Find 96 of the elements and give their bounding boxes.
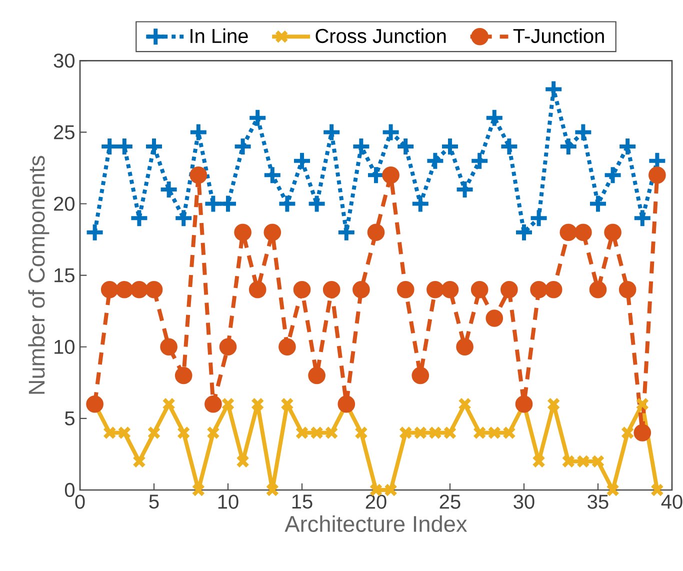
point xyxy=(132,454,146,468)
y-tick-label: 10 xyxy=(54,340,74,354)
point xyxy=(589,280,607,298)
point xyxy=(250,397,264,411)
point xyxy=(248,280,266,298)
point xyxy=(236,454,250,468)
point xyxy=(484,108,504,128)
point xyxy=(530,280,548,298)
point xyxy=(382,166,400,184)
point xyxy=(160,338,178,356)
point xyxy=(129,208,150,228)
point xyxy=(280,397,294,411)
x-tick-label: 15 xyxy=(292,494,312,509)
point xyxy=(278,338,296,356)
point xyxy=(293,280,311,298)
point xyxy=(632,208,652,228)
point xyxy=(219,338,237,356)
point xyxy=(574,224,592,242)
point xyxy=(470,280,488,298)
point xyxy=(218,194,238,214)
point xyxy=(292,150,312,171)
point xyxy=(322,280,340,298)
point xyxy=(604,224,622,242)
x-tick-label: 20 xyxy=(366,494,386,509)
point xyxy=(441,280,459,298)
point xyxy=(192,483,206,497)
point xyxy=(648,166,666,184)
point xyxy=(221,397,235,411)
x-tick-label: 40 xyxy=(661,494,682,509)
point xyxy=(396,280,414,298)
point xyxy=(544,79,564,100)
x-tick-label: 0 xyxy=(75,494,85,509)
y-tick-label: 0 xyxy=(64,482,74,498)
point xyxy=(248,108,268,128)
point xyxy=(618,280,636,298)
y-tick-label: 30 xyxy=(54,54,74,68)
y-tick-label: 5 xyxy=(64,411,74,426)
point xyxy=(634,424,652,442)
x-tick-label: 35 xyxy=(588,494,608,509)
x-tick-label: 25 xyxy=(440,494,460,509)
point xyxy=(532,454,546,468)
point xyxy=(306,194,327,214)
point xyxy=(636,397,650,411)
x-tick-label: 10 xyxy=(218,494,238,509)
point xyxy=(500,280,518,298)
point xyxy=(174,208,194,228)
point xyxy=(116,280,134,298)
point xyxy=(322,122,342,142)
point xyxy=(147,426,161,440)
legend-label: Cross Junction xyxy=(316,28,446,44)
x-axis-title: Architecture Index xyxy=(284,515,468,532)
point xyxy=(367,224,385,242)
point xyxy=(145,280,163,298)
point xyxy=(190,166,208,184)
point xyxy=(546,397,560,411)
point xyxy=(100,280,118,298)
point xyxy=(544,280,562,298)
point xyxy=(174,366,192,384)
point xyxy=(352,280,370,298)
point xyxy=(336,222,356,242)
point xyxy=(470,150,490,171)
point xyxy=(486,310,504,327)
point xyxy=(84,222,105,242)
x-tick-label: 30 xyxy=(514,494,534,509)
point xyxy=(176,426,190,440)
point xyxy=(412,366,430,384)
point xyxy=(204,395,222,413)
point xyxy=(456,338,474,356)
point xyxy=(528,208,549,228)
point xyxy=(380,122,401,142)
point xyxy=(162,397,176,411)
point xyxy=(602,165,623,186)
point xyxy=(130,280,148,298)
point xyxy=(266,483,280,497)
point xyxy=(410,194,430,214)
point xyxy=(620,426,634,440)
point xyxy=(573,122,594,142)
legend-label: T-Junction xyxy=(513,28,604,44)
y-tick-label: 15 xyxy=(54,268,74,282)
point xyxy=(458,397,472,411)
point xyxy=(425,150,446,171)
y-axis-title: Number of Components xyxy=(28,156,50,394)
legend-label: In Line xyxy=(190,28,248,44)
y-tick-label: 20 xyxy=(54,196,74,211)
point xyxy=(206,426,220,440)
point xyxy=(308,366,326,384)
point xyxy=(426,280,444,298)
point xyxy=(234,224,252,242)
point xyxy=(264,224,282,242)
y-tick-label: 25 xyxy=(54,125,74,140)
point xyxy=(560,224,578,242)
x-tick-label: 5 xyxy=(149,494,159,509)
point xyxy=(188,122,208,142)
point xyxy=(262,165,282,186)
point xyxy=(354,426,368,440)
point xyxy=(277,194,298,214)
